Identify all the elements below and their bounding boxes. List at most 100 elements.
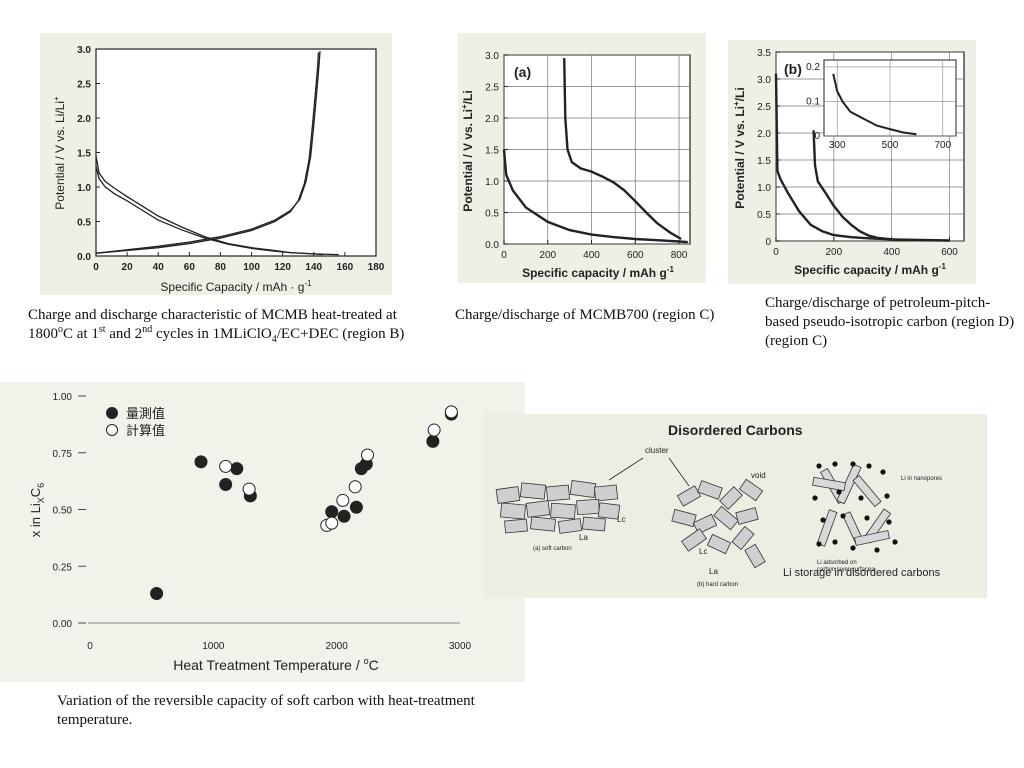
legend-label-measured: 量測值: [126, 406, 165, 421]
x-tick-label: 0: [501, 250, 507, 261]
calculated-point: [336, 493, 350, 507]
caption-mcmb700: Charge/discharge of MCMB700 (region C): [455, 307, 715, 323]
measured-point: [219, 478, 233, 492]
calculated-point: [427, 423, 441, 437]
x-tick-label: 800: [671, 250, 688, 261]
caption-petroleum: Charge/discharge of petroleum-pitch-base…: [765, 295, 1015, 349]
y-tick-label: 1.00: [53, 392, 73, 403]
measured-point: [337, 509, 351, 523]
x-axis-label: Specific Capacity / mAh · g-1: [160, 279, 312, 294]
series-line-3: [95, 52, 320, 254]
x-tick-label: 400: [883, 247, 900, 258]
y-tick-label: 0.00: [53, 619, 73, 630]
x-tick-label: 200: [826, 247, 843, 258]
y-tick-label: 0.5: [757, 210, 771, 221]
y-tick-label: 2.0: [485, 114, 499, 125]
measured-point: [230, 462, 244, 476]
x-tick-label: 60: [184, 262, 196, 273]
diagram-title: Disordered Carbons: [668, 422, 803, 438]
mcmb700-chart: 0 200 400 600 800 0.0 0.5 1.0 1.5 2.0 2.5 3.0 (a) S…: [460, 51, 691, 280]
y-axis-label: Potential / V vs. Li+/Li: [460, 90, 475, 211]
mcmb700-chart-panel: 0 200 400 600 800 0.0 0.5 1.0 1.5 2.0 2.5 3.0 (a) S…: [458, 33, 706, 283]
disordered-carbons-diagram: Disordered Carbons Lc La (a) soft carbon…: [483, 414, 987, 598]
x-axis-label: Specific capacity / mAh g-1: [522, 265, 674, 280]
y-tick-label: 0.0: [485, 240, 499, 251]
y-tick-label: 3.0: [757, 75, 771, 86]
li-adsorbed-label: Li adsorbed on carbon layer surfaces: [817, 560, 874, 573]
li-storage-caption: Li storage in disordered carbons: [783, 567, 941, 579]
y-tick-label: 0.25: [53, 562, 73, 573]
series-line-2: [812, 130, 907, 242]
caption-mcmb1800: Charge and discharge characteristic of M…: [28, 307, 405, 345]
soft-carbon-illustration: [495, 479, 621, 534]
petroleum-chart-panel: 0 200 400 600 0 0.5 1.0 1.5 2.0 2.5 3.0 3.5 (b) 300…: [728, 40, 976, 284]
mcmb1800-chart-panel: 0 20 40 60 80 100 120 140 160 180 0.0 0.5 1.0 1.5 2.0 2…: [40, 33, 392, 295]
series-line-4: [95, 51, 321, 254]
x-tick-label: 600: [627, 250, 644, 261]
y-tick-label: 1.5: [485, 146, 499, 157]
legend-marker-measured: [106, 407, 118, 419]
li-atoms: [812, 461, 898, 553]
y-tick-label: 1.0: [77, 183, 91, 194]
cluster-arrow-2: [668, 457, 690, 487]
y-tick-label: 2.5: [77, 80, 91, 91]
measured-point: [150, 586, 164, 600]
x-tick-label: 160: [337, 262, 354, 273]
y-tick-label: 0.50: [53, 506, 73, 517]
series-line-2: [563, 58, 682, 241]
x-tick-label: 180: [368, 262, 385, 273]
soft-carbon-caption: (a) soft carbon: [533, 546, 572, 552]
inset-series-line: [832, 73, 917, 136]
label-lc-soft: Lc: [617, 515, 625, 524]
x-tick-label: 0: [93, 262, 99, 273]
y-tick-label: 2.5: [485, 83, 499, 94]
y-tick-label: 0.5: [77, 218, 91, 229]
series-line-1: [502, 149, 688, 244]
x-tick-label: 600: [941, 247, 958, 258]
calculated-point: [444, 405, 458, 419]
li-in-nanopores-label: Li in nanopores: [901, 476, 942, 482]
measured-point: [349, 500, 363, 514]
cluster-label: cluster: [645, 446, 669, 455]
x-axis-label: Heat Treatment Temperature / oC: [173, 656, 379, 673]
y-axis-label: Potential / V vs. Li/Li+: [52, 96, 67, 210]
disordered-carbons-figure: Disordered Carbons Lc La (a) soft carbon…: [495, 422, 942, 588]
y-tick-label: 0.5: [485, 209, 499, 220]
x-tick-label: 200: [539, 250, 556, 261]
legend-marker-calculated: [106, 424, 118, 436]
x-axis-label: Specific capacity / mAh g-1: [794, 262, 946, 277]
measured-point: [325, 505, 339, 519]
softcarbon-chart: 0 1000 2000 3000 0.00 0.25 0.50 0.75 1.00 量測值計算值…: [28, 392, 472, 673]
calculated-point: [219, 459, 233, 473]
x-tick-label: 2000: [326, 641, 349, 652]
void-label: void: [751, 471, 766, 480]
mcmb1800-chart: 0 20 40 60 80 100 120 140 160 180 0.0 0.5 1.0 1.5 2.0 2…: [52, 45, 385, 294]
y-tick-label: 3.5: [757, 48, 771, 59]
panel-label: (a): [514, 64, 531, 80]
y-tick-label: 2.0: [77, 114, 91, 125]
cluster-arrow-1: [608, 457, 644, 481]
inset-x-tick-label: 300: [829, 140, 846, 151]
legend-label-calculated: 計算值: [126, 423, 165, 438]
measured-point: [194, 455, 208, 469]
x-tick-label: 140: [305, 262, 322, 273]
caption-softcarbon: Variation of the reversible capacity of …: [57, 693, 475, 728]
petroleum-chart: 0 200 400 600 0 0.5 1.0 1.5 2.0 2.5 3.0 3.5 (b) 300…: [732, 48, 965, 277]
calculated-point: [361, 448, 374, 462]
y-tick-label: 1.0: [485, 177, 499, 188]
y-tick-label: 3.0: [77, 45, 91, 56]
inset-x-tick-label: 700: [934, 140, 951, 151]
inset-x-tick-label: 500: [882, 140, 899, 151]
y-tick-label: 1.5: [757, 156, 771, 167]
x-tick-label: 0: [87, 641, 93, 652]
softcarbon-chart-panel: 0 1000 2000 3000 0.00 0.25 0.50 0.75 1.00 量測值 計算值…: [0, 382, 525, 682]
y-tick-label: 0.75: [53, 449, 73, 460]
x-tick-label: 20: [122, 262, 134, 273]
y-tick-label: 3.0: [485, 51, 499, 62]
series-line-2: [95, 166, 339, 256]
y-tick-label: 2.0: [757, 129, 771, 140]
calculated-point: [242, 482, 256, 496]
label-lc-hard: Lc: [699, 547, 707, 556]
label-la-hard: La: [709, 567, 718, 576]
plot-frame: [95, 48, 377, 257]
